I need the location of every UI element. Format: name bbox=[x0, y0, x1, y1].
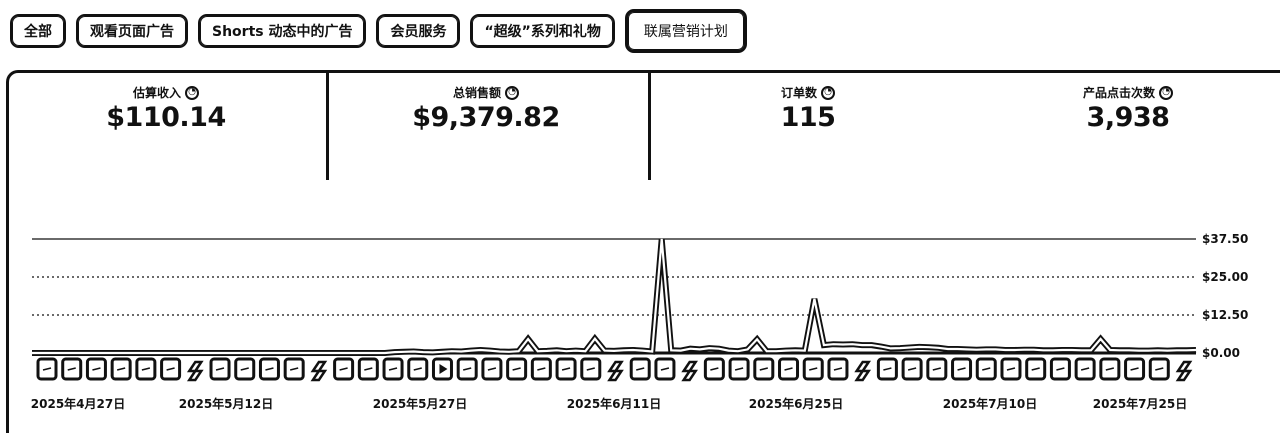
play-icon bbox=[439, 364, 448, 374]
series-line bbox=[32, 238, 1197, 355]
clock-icon: ◔ bbox=[185, 85, 199, 100]
thumbnail-glyph bbox=[561, 367, 571, 371]
thumbnail-glyph bbox=[67, 367, 76, 371]
thumbnail-glyph bbox=[364, 367, 373, 371]
series-line-outline bbox=[32, 238, 1197, 356]
metric-value: 3,938 bbox=[1086, 102, 1170, 133]
thumbnail-glyph bbox=[883, 367, 892, 371]
metric-value: $9,379.82 bbox=[412, 102, 560, 133]
thumbnail-glyph bbox=[413, 367, 422, 371]
thumbnail-glyph bbox=[1155, 367, 1164, 371]
metric-value: $110.14 bbox=[106, 102, 226, 133]
thumbnail-glyph bbox=[759, 367, 768, 371]
thumbnail-glyph bbox=[215, 367, 225, 371]
tab-memberships[interactable]: 会员服务 bbox=[376, 14, 461, 48]
thumbnail-glyph bbox=[660, 367, 670, 371]
shorts-marker-icon bbox=[681, 360, 698, 382]
thumbnail-glyph bbox=[907, 367, 917, 371]
clock-icon: ◔ bbox=[1159, 85, 1173, 100]
thumbnail-glyph bbox=[141, 367, 151, 371]
thumbnail-glyph bbox=[537, 367, 546, 371]
tab-bar: 全部 观看页面广告 Shorts 动态中的广告 会员服务 “超级”系列和礼物 联… bbox=[10, 9, 747, 53]
shorts-marker-icon bbox=[186, 360, 204, 382]
revenue-chart[interactable]: $37.50 $25.00 $12.50 $0.00 2025年4月27日 2025年5月… bbox=[0, 0, 1280, 419]
thumbnail-glyph bbox=[339, 367, 348, 371]
thumbnail-glyph bbox=[240, 367, 249, 371]
shorts-marker-icon bbox=[607, 360, 624, 382]
thumbnail-glyph bbox=[586, 367, 595, 371]
thumbnail-glyph bbox=[809, 367, 818, 371]
x-tick-label: 2025年6月11日 bbox=[567, 396, 661, 411]
x-tick-label: 2025年5月12日 bbox=[179, 396, 273, 411]
metric-value: 115 bbox=[780, 102, 836, 133]
thumbnail-glyph bbox=[710, 367, 719, 371]
shorts-marker-icon bbox=[1175, 360, 1193, 382]
thumbnail-glyph bbox=[932, 367, 942, 371]
thumbnail-glyph bbox=[463, 367, 472, 371]
tab-watch-page-ads[interactable]: 观看页面广告 bbox=[76, 14, 188, 48]
thumbnail-glyph bbox=[116, 367, 126, 371]
thumbnail-glyph bbox=[1056, 367, 1065, 371]
thumbnail-glyph bbox=[388, 367, 398, 371]
thumbnail-glyph bbox=[784, 367, 793, 371]
y-tick-label: $0.00 bbox=[1202, 346, 1240, 360]
y-tick-label: $25.00 bbox=[1202, 270, 1248, 284]
metric-divider bbox=[326, 72, 329, 180]
thumbnail-glyph bbox=[1130, 367, 1139, 371]
thumbnail-glyph bbox=[734, 367, 744, 371]
thumbnail-glyph bbox=[833, 367, 843, 371]
tab-supers-gifts[interactable]: “超级”系列和礼物 bbox=[470, 14, 615, 48]
metric-total-sales[interactable]: 总销售额 ◔ $9,379.82 bbox=[406, 84, 566, 133]
x-tick-label: 2025年7月10日 bbox=[943, 396, 1037, 411]
thumbnail-glyph bbox=[636, 367, 645, 371]
metric-orders[interactable]: 订单数 ◔ 115 bbox=[728, 84, 888, 133]
x-tick-label: 2025年4月27日 bbox=[31, 396, 125, 411]
metric-label: 估算收入 bbox=[132, 86, 181, 100]
x-tick-label: 2025年6月25日 bbox=[749, 396, 843, 411]
thumbnail-glyph bbox=[1031, 367, 1040, 371]
x-tick-label: 2025年5月27日 bbox=[373, 396, 467, 411]
y-tick-label: $12.50 bbox=[1202, 308, 1248, 322]
thumbnail-glyph bbox=[1006, 367, 1016, 371]
tab-affiliate-program[interactable]: 联属营销计划 bbox=[624, 9, 747, 53]
x-tick-label: 2025年7月25日 bbox=[1093, 396, 1187, 411]
y-tick-label: $37.50 bbox=[1202, 232, 1248, 246]
thumbnail-glyph bbox=[42, 367, 52, 371]
thumbnail-glyph bbox=[166, 367, 175, 371]
metric-label: 总销售额 bbox=[452, 86, 501, 100]
metric-label: 订单数 bbox=[780, 86, 817, 100]
thumbnail-glyph bbox=[957, 367, 966, 371]
thumbnail-glyph bbox=[289, 367, 299, 371]
thumbnail-glyph bbox=[92, 367, 101, 371]
clock-icon: ◔ bbox=[505, 85, 519, 100]
tab-shorts-feed-ads[interactable]: Shorts 动态中的广告 bbox=[198, 14, 367, 48]
metric-label: 产品点击次数 bbox=[1082, 86, 1155, 100]
thumbnail-glyph bbox=[512, 367, 521, 371]
metric-divider bbox=[648, 72, 651, 180]
thumbnail-glyph bbox=[1105, 367, 1115, 371]
shorts-marker-icon bbox=[310, 360, 328, 382]
metrics-panel bbox=[6, 70, 1280, 433]
metric-product-clicks[interactable]: 产品点击次数 ◔ 3,938 bbox=[1048, 84, 1208, 133]
clock-icon: ◔ bbox=[821, 85, 835, 100]
metric-estimated-revenue[interactable]: 估算收入 ◔ $110.14 bbox=[86, 84, 246, 133]
thumbnail-glyph bbox=[487, 367, 497, 371]
thumbnail-glyph bbox=[982, 367, 991, 371]
thumbnail-glyph bbox=[265, 367, 274, 371]
thumbnail-glyph bbox=[1080, 367, 1090, 371]
tab-all[interactable]: 全部 bbox=[10, 14, 66, 48]
shorts-marker-icon bbox=[854, 360, 872, 382]
